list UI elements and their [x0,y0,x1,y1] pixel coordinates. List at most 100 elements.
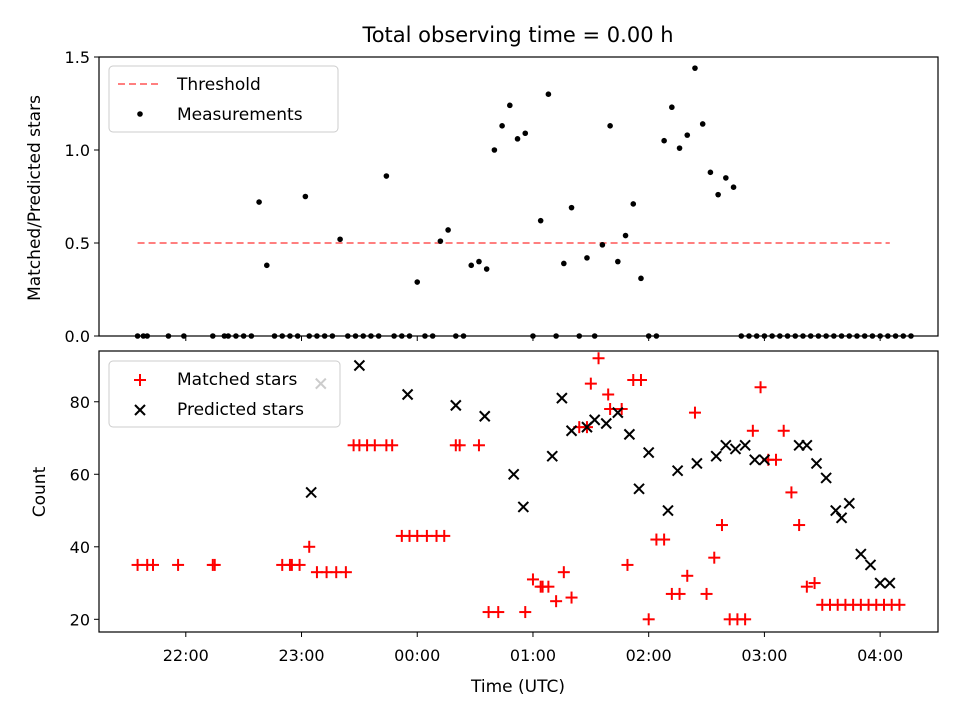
matched-star-point [785,486,798,499]
measurement-point [514,136,521,142]
matched-star-point [208,558,221,571]
matched-star-point [592,352,605,365]
predicted-star-point [517,501,530,513]
predicted-star-point [843,497,855,509]
matched-star-point [557,566,570,579]
measurement-point [707,169,714,176]
predicted-star-point [835,512,848,524]
measurement-point [661,137,667,144]
measurement-point [669,104,675,111]
measurement-point [383,173,390,179]
legend-threshold-label: Threshold [176,75,261,95]
matched-star-point [550,595,563,608]
measurement-point [676,145,683,151]
count-panel: Count Time (UTC) 20 40 60 80 22:00 23:00 00:00… [30,350,939,697]
bottom-legend-box [108,360,341,428]
predicted-star-point [633,483,645,495]
predicted-star-point [758,454,771,466]
x-tick-label: 23:00 [278,646,324,665]
predicted-star-point [739,439,751,451]
predicted-star-point [810,457,823,470]
matched-star-point [438,529,451,542]
predicted-star-point [353,359,366,372]
matched-star-point [453,439,466,452]
measurement-point [730,184,737,190]
measurement-point [607,123,613,129]
measurement-point [723,175,729,181]
measurement-point [468,262,475,269]
bottom-axes-frame [98,350,939,633]
top-y-tick-label: 0.0 [65,327,90,346]
predicted-star-point [749,454,761,466]
measurement-point [491,147,498,153]
bottom-y-tick-label: 80 [70,393,90,412]
top-y-axis-label: Matched/Predicted stars [25,95,45,301]
x-tick-label: 02:00 [626,646,672,665]
matched-star-point [634,374,647,387]
predicted-star-point [507,468,520,480]
matched-star-point [769,453,782,466]
predicted-star-point [479,410,491,422]
matched-star-point [642,613,655,626]
legend-predicted-label: Predicted stars [177,400,304,420]
top-legend: Threshold Measurements [108,65,339,133]
bottom-y-axis-label: Count [30,466,50,517]
predicted-star-point [642,446,655,459]
matched-star-point [708,551,721,564]
predicted-star-point [588,414,601,426]
matched-star-point [621,558,634,571]
predicted-star-point [855,548,867,560]
measurement-point [337,236,343,243]
matched-star-point [472,439,485,452]
matched-star-point [565,591,578,604]
x-axis-label: Time (UTC) [470,677,565,697]
measurement-point [414,279,421,285]
measurement-point [545,91,552,97]
predicted-star-point [864,559,877,571]
figure-title: Total observing time = 0.00 h [361,23,673,47]
predicted-star-point [691,457,703,470]
matched-star-point [673,587,686,600]
predicted-star-point [820,472,832,484]
measurement-point [507,102,513,109]
bottom-y-tick-label: 60 [70,465,90,484]
matched-star-point [700,587,713,600]
predicted-star-point [874,577,886,589]
matched-star-point [800,580,813,593]
measurement-point [638,275,644,282]
measurement-point [483,266,490,272]
bottom-y-tick-label: 40 [70,538,90,557]
x-tick-label: 03:00 [741,646,787,665]
matched-star-point [681,569,694,582]
legend-matched-swatch [134,374,146,386]
predicted-star-point [623,428,636,441]
predicted-star-point [612,406,624,419]
measurement-point [499,123,505,129]
measurement-point [302,193,309,200]
matched-star-point [368,439,381,452]
predicted-star-point [710,450,722,462]
predicted-star-point [600,417,612,430]
measurement-point [437,238,444,244]
measurement-point [684,132,691,138]
matched-star-point [519,606,532,619]
measurement-point [522,130,529,137]
legend-measurements-label: Measurements [177,105,303,125]
ratio-panel: Matched/Predicted stars 0.0 0.5 1.0 1.5 Thr… [25,48,939,346]
x-tick-label: 01:00 [510,646,556,665]
predicted-star-point [830,504,842,517]
matched-star-point [147,558,160,571]
measurement-point [715,191,721,198]
measurement-point [476,258,482,265]
matched-star-point [754,381,767,394]
predicted-star-point [884,577,896,589]
top-y-tick-label: 1.0 [65,141,90,160]
measurement-point [537,217,544,224]
predicted-star-point [662,504,674,517]
measurement-point [622,232,629,239]
predicted-star-point [801,439,813,451]
measurement-point [630,201,637,207]
matched-star-point [386,439,399,452]
legend-measurements-swatch [137,111,143,117]
bottom-legend: Matched stars Predicted stars [108,360,341,428]
